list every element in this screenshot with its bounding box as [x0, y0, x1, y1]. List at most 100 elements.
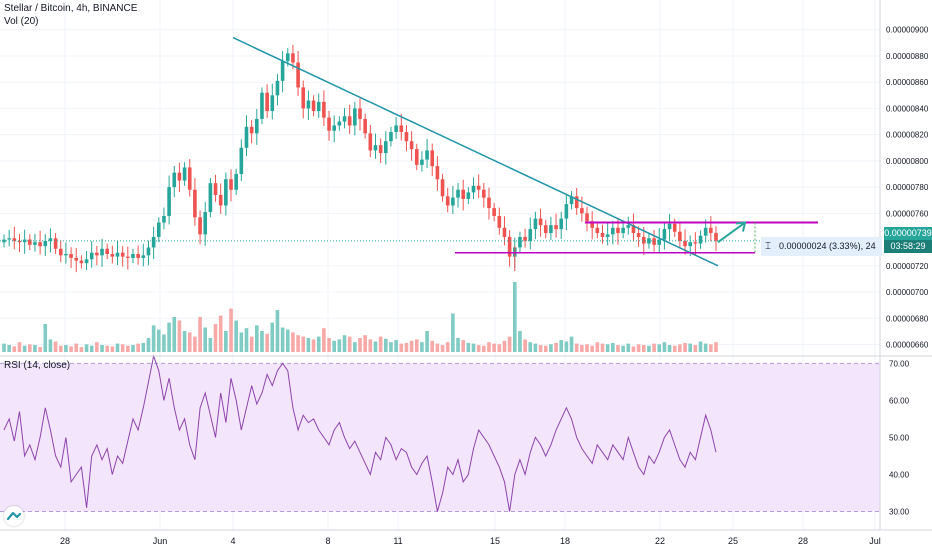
candle-body: [595, 227, 600, 234]
candle-body: [554, 225, 558, 230]
candle-body: [482, 189, 486, 198]
volume-bar: [100, 345, 104, 352]
volume-bar: [280, 327, 285, 352]
volume-bar: [641, 345, 646, 352]
candle-body: [600, 233, 605, 237]
candle-body: [590, 221, 594, 228]
volume-bar: [255, 325, 259, 352]
candle-body: [342, 116, 347, 122]
volume-bar: [110, 346, 115, 352]
volume-bar: [461, 340, 465, 352]
volume-bar: [528, 342, 533, 352]
volume-bar: [218, 315, 223, 352]
candle-body: [667, 223, 672, 230]
candle-body: [151, 236, 156, 248]
volume-bar: [105, 345, 109, 352]
volume-bar: [616, 345, 620, 352]
candle-body: [461, 189, 465, 199]
candle-body: [100, 248, 104, 256]
volume-bar: [53, 341, 58, 352]
candle-body: [435, 166, 440, 180]
candle-body: [657, 239, 662, 245]
volume-bar: [74, 343, 79, 352]
volume-bar: [574, 343, 579, 352]
volume-bar: [435, 343, 440, 352]
volume-bar: [703, 343, 708, 352]
volume-bar: [291, 332, 295, 352]
volume-bar: [657, 344, 662, 352]
volume-bar: [554, 342, 558, 352]
volume-bar: [342, 335, 347, 352]
candle-body: [698, 235, 703, 244]
volume-bar: [69, 346, 73, 352]
volume-bar: [414, 339, 419, 352]
price-tick-label: 0.00000700: [886, 288, 929, 297]
volume-bar: [12, 346, 17, 352]
candle-body: [136, 254, 140, 258]
candle-body: [105, 248, 109, 255]
volume-bar: [683, 342, 687, 352]
candle-body: [626, 225, 631, 228]
candle-body: [471, 185, 476, 193]
volume-bar: [337, 339, 342, 352]
candle-body: [291, 53, 295, 63]
volume-bar: [688, 343, 693, 352]
volume-indicator-label[interactable]: Vol (20): [4, 16, 39, 27]
candle-body: [621, 227, 625, 234]
volume-bar: [58, 345, 63, 352]
measurement-label[interactable]: ⌶ 0.00000024 (3.33%), 24: [761, 237, 882, 256]
candle-body: [260, 92, 264, 119]
rsi-tick-label: 70.00: [889, 359, 910, 368]
time-tick-label: Jun: [153, 536, 168, 546]
price-tick-label: 0.00000720: [886, 262, 929, 271]
volume-bar: [425, 331, 429, 352]
candle-body: [332, 125, 337, 131]
volume-bar: [549, 344, 553, 352]
volume-bar: [636, 344, 641, 352]
candle-body: [672, 223, 677, 232]
volume-bar: [709, 344, 713, 352]
candle-body: [33, 242, 37, 245]
candle-body: [363, 118, 367, 134]
volume-bar: [203, 327, 208, 352]
candle-body: [244, 126, 249, 148]
candle-body: [502, 227, 507, 237]
volume-bar: [22, 345, 27, 352]
candle-body: [182, 167, 187, 181]
symbol-title[interactable]: Stellar / Bitcoin, 4h, BINANCE: [4, 3, 138, 14]
candle-body: [74, 257, 79, 261]
price-tick-label: 0.00000780: [886, 183, 929, 192]
price-tick-label: 0.00000660: [886, 341, 929, 350]
candle-body: [430, 150, 435, 167]
volume-bar: [136, 343, 140, 352]
rsi-indicator-label[interactable]: RSI (14, close): [4, 360, 71, 371]
candle-body: [404, 132, 409, 142]
volume-bar: [569, 336, 574, 352]
candle-body: [574, 196, 579, 209]
candle-body: [533, 218, 538, 230]
candle-body: [12, 238, 17, 241]
candle-body: [162, 215, 166, 223]
volume-bar: [151, 325, 156, 352]
descending-trendline: [232, 36, 719, 267]
volume-bar: [538, 345, 543, 352]
candle-body: [131, 254, 135, 258]
volume-bar: [141, 342, 146, 352]
volume-bar: [131, 345, 135, 352]
candle-body: [58, 248, 63, 256]
volume-bars: [2, 282, 718, 352]
time-tick-label: 28: [60, 536, 70, 546]
volume-bar: [7, 345, 11, 352]
volume-bar: [585, 344, 589, 352]
volume-bar: [363, 335, 367, 352]
candle-body: [528, 229, 533, 241]
candle-body: [440, 179, 445, 197]
candle-body: [358, 108, 362, 119]
volume-bar: [409, 340, 414, 352]
rsi-line: [3, 354, 717, 512]
volume-bar: [358, 338, 362, 352]
drawing-tools[interactable]: [0, 36, 880, 267]
candle-body: [208, 183, 213, 213]
volume-bar: [368, 339, 373, 352]
